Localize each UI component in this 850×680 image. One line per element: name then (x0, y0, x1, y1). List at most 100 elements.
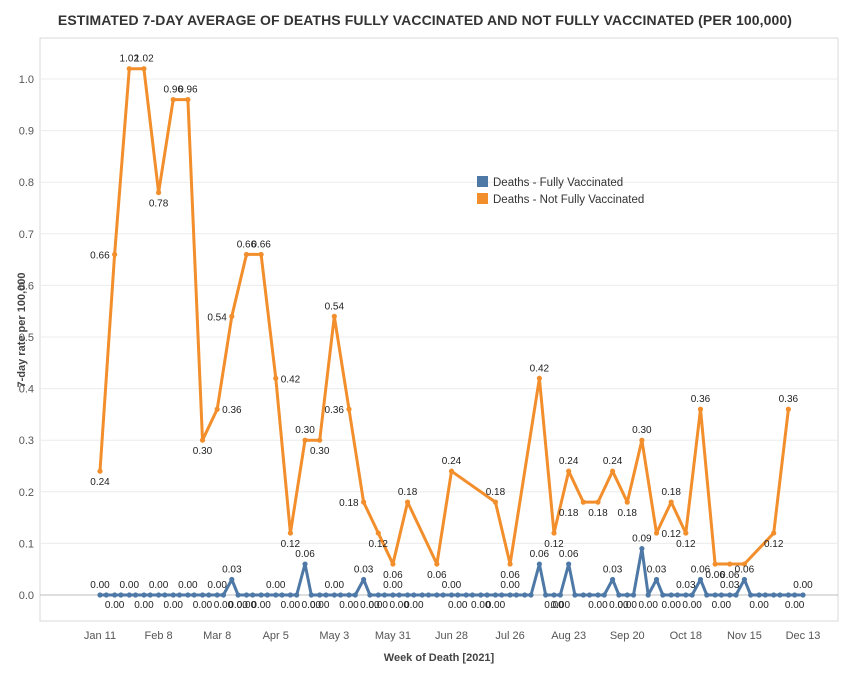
data-label: 0.00 (251, 600, 271, 611)
data-point (229, 313, 235, 319)
data-point (762, 592, 768, 598)
data-point (375, 592, 381, 598)
gridlines (39, 37, 839, 622)
data-point (199, 437, 206, 443)
data-point (155, 592, 162, 598)
data-label: 0.06 (427, 570, 447, 581)
data-point (396, 592, 402, 598)
data-point (112, 251, 118, 258)
data-label: 0.00 (618, 600, 638, 611)
data-point (214, 592, 220, 598)
data-point (141, 592, 147, 598)
data-point (264, 592, 270, 598)
data-point (478, 592, 484, 598)
data-label: 0.00 (163, 600, 183, 611)
data-label: 0.00 (149, 580, 169, 591)
data-point (748, 592, 754, 598)
data-point (551, 592, 557, 598)
data-point (199, 592, 206, 598)
y-tick-label: 0.9 (19, 126, 34, 138)
data-label: 0.00 (228, 600, 248, 611)
data-point (551, 530, 557, 536)
data-point (683, 592, 689, 598)
data-point (103, 592, 109, 598)
data-point (112, 592, 118, 598)
data-label: 0.54 (325, 301, 345, 312)
data-label: 0.18 (618, 508, 638, 519)
data-label: 0.00 (339, 600, 359, 611)
data-point (630, 592, 637, 598)
data-point (683, 530, 689, 536)
data-point (323, 592, 329, 598)
data-label: 0.06 (500, 570, 520, 581)
data-point (536, 375, 542, 381)
data-label: 0.00 (486, 600, 506, 611)
data-label: 0.54 (207, 312, 227, 323)
data-point (624, 499, 630, 505)
data-point (557, 592, 563, 598)
data-label: 0.00 (544, 600, 564, 611)
data-label: 0.18 (588, 508, 608, 519)
data-point (733, 592, 739, 598)
y-tick-label: 0.3 (19, 435, 34, 447)
data-label: 0.66 (90, 250, 110, 261)
x-tick-label: Oct 18 (670, 630, 702, 642)
data-label: 0.00 (207, 580, 227, 591)
data-label: 0.36 (222, 405, 242, 416)
data-label: 0.12 (544, 539, 564, 550)
data-point (367, 592, 373, 598)
data-label: 0.00 (448, 600, 468, 611)
data-point (448, 592, 455, 598)
x-tick-label: Dec 13 (786, 630, 821, 642)
data-point (338, 592, 344, 598)
data-label: 0.00 (383, 580, 403, 591)
y-axis: 0.0 0.1 0.2 0.3 0.4 0.5 0.6 0.7 0.8 0.9 1.0 (19, 74, 34, 602)
data-label: 0.00 (266, 580, 286, 591)
data-point (170, 97, 176, 103)
data-point (712, 561, 718, 567)
y-tick-label: 0.1 (19, 538, 34, 550)
data-label: 0.00 (90, 580, 110, 591)
data-label: 0.18 (398, 487, 418, 498)
x-tick-label: May 3 (319, 630, 349, 642)
data-point (785, 406, 791, 412)
data-point (287, 592, 293, 598)
data-point (352, 592, 358, 598)
data-point (243, 251, 250, 258)
data-label: 0.36 (779, 394, 799, 405)
data-label: 0.06 (383, 570, 403, 581)
data-point (176, 592, 183, 598)
series-line (98, 67, 790, 566)
data-point (522, 592, 528, 598)
data-label: 0.00 (214, 600, 234, 611)
data-point (785, 592, 791, 598)
data-point (492, 499, 499, 505)
data-point (639, 437, 645, 443)
data-label: 0.03 (603, 565, 623, 576)
legend-label: Deaths - Fully Vaccinated (493, 177, 623, 189)
x-tick-label: Mar 8 (203, 630, 231, 642)
data-point (258, 251, 264, 258)
y-tick-label: 0.6 (19, 280, 34, 292)
data-point (624, 592, 630, 598)
data-label: 0.03 (222, 565, 242, 576)
data-point (580, 592, 586, 598)
data-label: 0.12 (764, 539, 784, 550)
data-label: 0.96 (178, 85, 198, 96)
data-point (390, 561, 396, 567)
data-label: 0.78 (149, 199, 169, 210)
data-label: 0.00 (389, 600, 409, 611)
data-point (704, 592, 710, 598)
data-point (469, 592, 476, 598)
data-point (361, 499, 367, 505)
data-label: 0.24 (603, 456, 623, 467)
data-point (727, 561, 733, 567)
data-point (771, 592, 777, 598)
x-tick-label: Jan 11 (84, 630, 116, 642)
data-point (419, 592, 425, 598)
data-point (777, 592, 783, 598)
x-tick-label: Aug 23 (551, 630, 586, 642)
data-point (214, 406, 220, 412)
data-label: 0.00 (369, 600, 389, 611)
x-tick-label: Apr 5 (263, 630, 289, 642)
